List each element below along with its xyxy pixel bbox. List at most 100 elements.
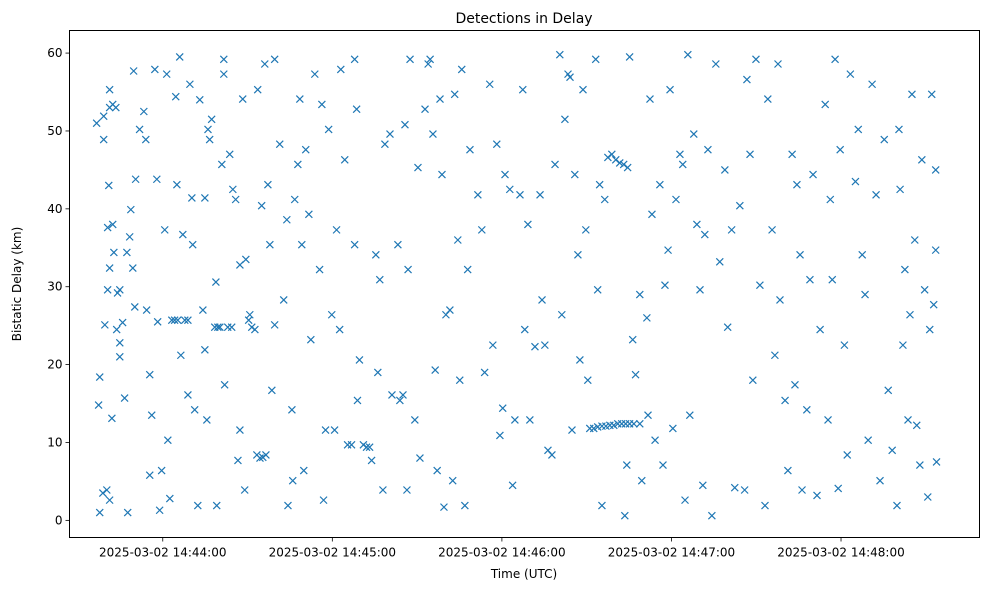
data-point: [910, 236, 919, 244]
data-point: [200, 194, 209, 202]
data-point: [282, 215, 291, 224]
data-point: [455, 376, 464, 385]
data-point: [310, 70, 319, 79]
data-point: [720, 165, 729, 174]
data-point: [299, 466, 308, 475]
data-point: [761, 501, 769, 510]
data-point: [403, 486, 411, 494]
data-point: [836, 145, 845, 154]
data-point: [480, 368, 489, 377]
data-point: [347, 440, 356, 449]
data-point: [120, 394, 129, 403]
data-point: [123, 508, 132, 517]
data-point: [770, 351, 779, 360]
y-axis-label: Bistatic Delay (km): [10, 227, 24, 342]
x-tick-label: 2025-03-02 14:47:00: [608, 546, 735, 560]
data-point: [595, 180, 604, 189]
data-point: [327, 310, 336, 319]
data-point: [623, 163, 632, 172]
data-point: [103, 285, 112, 294]
data-point: [746, 150, 754, 159]
data-point: [802, 405, 811, 414]
data-point: [424, 60, 433, 68]
data-point: [635, 419, 644, 428]
data-point: [219, 70, 228, 79]
data-point: [115, 285, 124, 294]
data-point: [245, 310, 254, 319]
data-point: [824, 415, 832, 424]
data-point: [668, 424, 677, 433]
data-point: [178, 230, 187, 239]
data-point: [591, 55, 600, 64]
data-point: [642, 313, 651, 322]
y-tick-label: 20: [47, 358, 62, 372]
data-point: [431, 366, 440, 374]
data-point: [579, 85, 587, 94]
y-tick-label: 40: [47, 202, 62, 216]
data-point: [536, 190, 544, 199]
data-point: [560, 115, 569, 124]
data-point: [225, 150, 234, 159]
data-point: [173, 316, 182, 325]
data-point: [666, 85, 674, 94]
data-point: [791, 380, 799, 389]
data-point: [213, 323, 222, 332]
data-point: [906, 310, 914, 319]
data-point: [689, 130, 698, 139]
data-point: [648, 210, 656, 219]
x-tick-label: 2025-03-02 14:48:00: [777, 546, 904, 560]
data-point: [453, 236, 462, 244]
data-point: [473, 190, 482, 199]
data-point: [540, 341, 549, 350]
data-point: [152, 175, 161, 184]
data-point: [171, 92, 180, 101]
data-point: [99, 135, 108, 144]
data-point: [884, 386, 893, 395]
data-point: [861, 290, 869, 299]
data-point: [573, 250, 582, 259]
data-point: [711, 60, 720, 68]
data-point: [350, 55, 359, 64]
data-point: [566, 73, 574, 82]
x-tick-label: 2025-03-02 14:46:00: [438, 546, 565, 560]
data-point: [664, 246, 672, 255]
data-point: [925, 325, 934, 334]
data-point: [215, 323, 224, 332]
data-point: [834, 484, 843, 493]
data-point: [659, 461, 667, 469]
data-point: [629, 419, 638, 428]
data-point: [265, 240, 274, 249]
data-point: [234, 456, 242, 465]
data-point: [204, 125, 212, 134]
data-point: [763, 95, 772, 103]
data-point: [583, 376, 592, 385]
data-point: [183, 316, 192, 325]
data-point: [190, 405, 199, 414]
data-point: [828, 275, 837, 284]
data-point: [895, 125, 903, 134]
data-point: [900, 265, 909, 274]
data-point: [723, 323, 732, 332]
data-point: [256, 454, 264, 462]
plot-frame: [69, 30, 980, 538]
data-point: [793, 180, 801, 189]
data-point: [621, 419, 630, 428]
data-point: [426, 55, 435, 64]
data-point: [840, 341, 849, 350]
data-point: [150, 65, 159, 74]
data-point: [211, 278, 220, 286]
data-point: [202, 415, 211, 424]
data-point: [343, 440, 352, 449]
data-point: [448, 476, 457, 485]
data-point: [920, 285, 929, 294]
data-point: [142, 306, 151, 315]
data-point: [646, 95, 654, 103]
data-point: [195, 95, 204, 104]
data-point: [557, 310, 566, 319]
data-point: [270, 320, 279, 329]
data-point: [94, 401, 103, 410]
data-point: [188, 240, 197, 249]
data-point: [715, 257, 724, 266]
data-point: [350, 240, 359, 249]
data-point: [373, 368, 382, 377]
